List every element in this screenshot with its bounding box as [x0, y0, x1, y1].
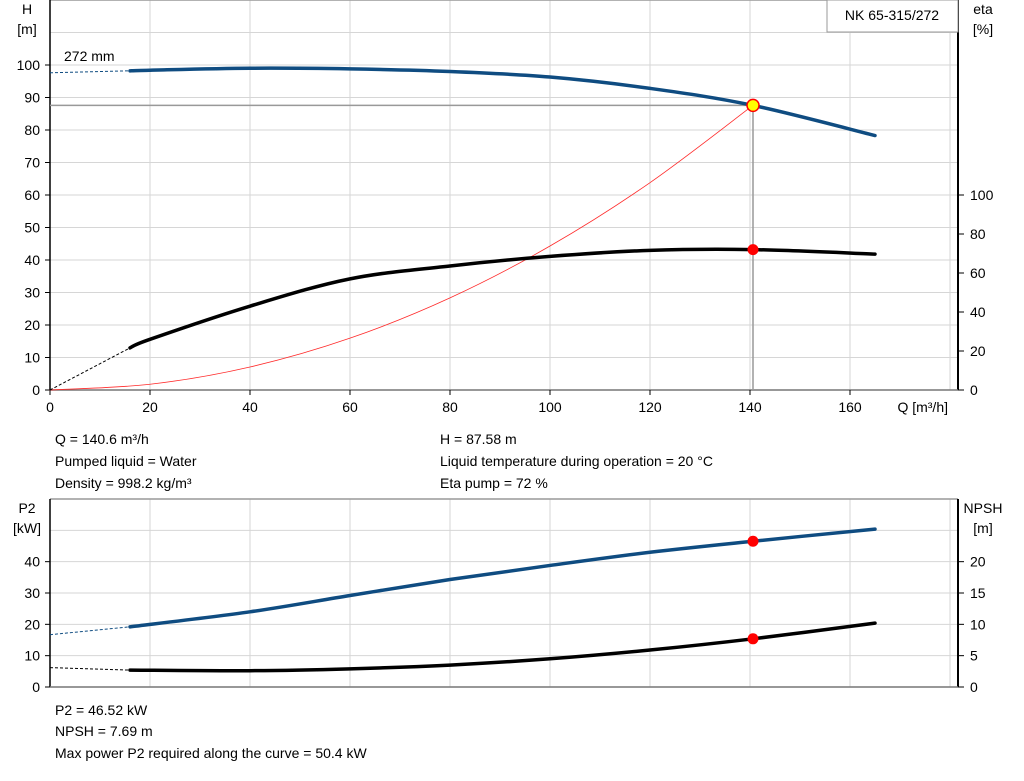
top-y2label-unit: [%] [973, 21, 993, 37]
eta-duty-point [747, 244, 759, 256]
top-ytick-label: 40 [24, 252, 40, 268]
x-tick-label: 80 [442, 399, 458, 415]
npsh-duty-point [747, 633, 759, 645]
top-ytick-label: 90 [24, 90, 40, 106]
info-density: Density = 998.2 kg/m³ [55, 475, 192, 491]
p2-curve-extrapolated [49, 626, 131, 636]
top-y2tick-label: 100 [970, 187, 994, 203]
top-y2tick-label: 40 [970, 304, 986, 320]
bottom-y2tick-label: 0 [970, 679, 978, 695]
system-curve-line [49, 104, 754, 391]
bottom-ytick-label: 10 [24, 648, 40, 664]
x-axis-label: Q [m³/h] [897, 399, 948, 415]
x-tick-label: 160 [838, 399, 862, 415]
top-ytick-label: 0 [32, 382, 40, 398]
info-h: H = 87.58 m [440, 431, 517, 447]
bottom-y2tick-label: 20 [970, 554, 986, 570]
info-npsh: NPSH = 7.69 m [55, 723, 153, 739]
bottom-y2tick-label: 5 [970, 648, 978, 664]
top-ylabel: H [22, 1, 32, 17]
h-curve-line [128, 66, 877, 138]
bottom-y2label-unit: [m] [973, 520, 992, 536]
info-liquid: Pumped liquid = Water [55, 453, 197, 469]
npsh-curve-extrapolated [49, 667, 131, 671]
top-y2tick-label: 60 [970, 265, 986, 281]
top-y2tick-label: 0 [970, 382, 978, 398]
bottom-ytick-label: 30 [24, 585, 40, 601]
x-tick-label: 40 [242, 399, 258, 415]
duty-point [746, 98, 760, 113]
bottom-ytick-label: 20 [24, 616, 40, 632]
x-tick-label: 120 [638, 399, 662, 415]
p2-curve-line [128, 527, 877, 629]
top-y2label: eta [973, 1, 993, 17]
top-ytick-label: 80 [24, 122, 40, 138]
chart-title: NK 65-315/272 [845, 7, 939, 23]
bottom-y2tick-label: 10 [970, 616, 986, 632]
impeller-diameter-label: 272 mm [64, 48, 115, 64]
bottom-y2label: NPSH [964, 500, 1003, 516]
top-ytick-label: 10 [24, 350, 40, 366]
npsh-curve-line [128, 621, 877, 673]
bottom-ytick-label: 0 [32, 679, 40, 695]
eta-curve-extrapolated [49, 347, 131, 391]
bottom-ylabel-unit: [kW] [13, 520, 41, 536]
top-y2tick-label: 20 [970, 343, 986, 359]
top-ytick-label: 100 [17, 57, 41, 73]
info-p2: P2 = 46.52 kW [55, 702, 148, 718]
bottom-y2tick-label: 15 [970, 585, 986, 601]
info-max-power: Max power P2 required along the curve = … [55, 745, 367, 761]
top-ylabel-unit: [m] [17, 21, 36, 37]
x-tick-label: 140 [738, 399, 762, 415]
info-eta: Eta pump = 72 % [440, 475, 548, 491]
eta-curve-line [128, 247, 877, 350]
x-tick-label: 100 [538, 399, 562, 415]
top-y2tick-label: 80 [970, 226, 986, 242]
h-curve-extrapolated [49, 70, 131, 74]
x-tick-label: 0 [46, 399, 54, 415]
p2-duty-point [747, 535, 759, 547]
x-tick-label: 60 [342, 399, 358, 415]
x-tick-label: 20 [142, 399, 158, 415]
top-ytick-label: 60 [24, 187, 40, 203]
top-ytick-label: 30 [24, 285, 40, 301]
title-box [826, 0, 959, 33]
top-ytick-label: 70 [24, 155, 40, 171]
bottom-ytick-label: 40 [24, 554, 40, 570]
info-temp: Liquid temperature during operation = 20… [440, 453, 713, 469]
info-q: Q = 140.6 m³/h [55, 431, 149, 447]
bottom-ylabel: P2 [18, 500, 35, 516]
top-ytick-label: 20 [24, 317, 40, 333]
top-ytick-label: 50 [24, 220, 40, 236]
